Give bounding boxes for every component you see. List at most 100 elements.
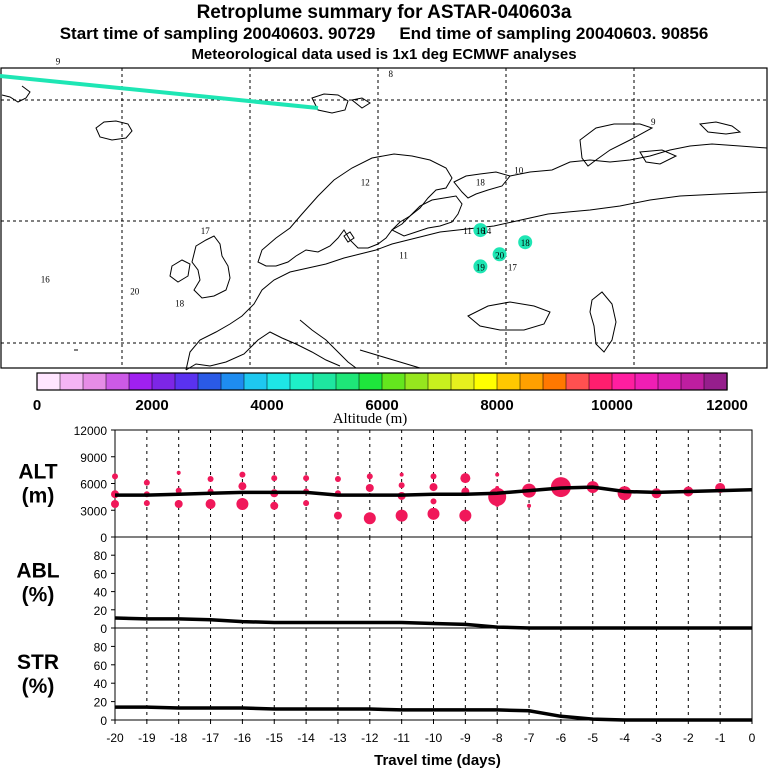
- x-tick-label: -9: [460, 731, 471, 745]
- x-axis-label: Travel time (days): [374, 752, 501, 768]
- x-tick-label: -11: [393, 731, 410, 745]
- y-tick-label: 60: [94, 659, 108, 673]
- sampling-times-line: Start time of sampling 20040603. 90729 En…: [0, 24, 768, 44]
- map-point-label: 16: [41, 275, 51, 285]
- plume-point: [205, 499, 216, 510]
- x-tick-label: -8: [492, 731, 503, 745]
- plume-trajectory-line: [0, 74, 319, 110]
- plume-point: [366, 473, 373, 480]
- colorbar-cell: [588, 372, 613, 391]
- map-panel: 9 8 9 12 10 18 17 16 11 14 18 11 20 19 17 16 20 18: [0, 57, 768, 371]
- plume-point: [175, 487, 182, 494]
- series-line-alt: [115, 485, 753, 497]
- map-marker-10: [518, 235, 533, 250]
- colorbar-tick-label: 12000: [706, 397, 748, 414]
- plume-point: [334, 476, 341, 483]
- end-time-label: End time of sampling 20040603. 90856: [399, 24, 709, 43]
- colorbar-cell: [496, 372, 521, 391]
- colorbar-cell: [404, 372, 429, 391]
- panel-alt: 0 3000 6000 9000 12000 ALT(m): [18, 424, 753, 545]
- plume-point: [239, 471, 246, 478]
- map-point-label: 12: [361, 178, 370, 188]
- plume-point: [174, 500, 183, 509]
- y-axis-unit: (m): [22, 485, 55, 508]
- colorbar-title: Altitude (m): [333, 411, 408, 427]
- plume-point: [395, 509, 408, 522]
- map-point-label: 18: [521, 238, 531, 248]
- plume-point: [236, 498, 249, 511]
- plume-point: [459, 509, 472, 522]
- colorbar-ticks: 0 2000 4000 6000 8000 10000 12000: [33, 397, 748, 414]
- x-tick-label: -5: [587, 731, 598, 745]
- y-tick-label: 80: [94, 549, 108, 563]
- map-point-label: 10: [514, 166, 524, 176]
- map-point-label: 19: [476, 262, 486, 272]
- altitude-colorbar: 0 2000 4000 6000 8000 10000 12000 Altitude (m): [33, 372, 748, 427]
- colorbar-cell: [634, 372, 659, 391]
- x-tick-label: -19: [138, 731, 156, 745]
- x-tick-label: -16: [234, 731, 252, 745]
- colorbar-cell: [565, 372, 590, 391]
- y-tick-label: 0: [100, 622, 107, 636]
- colorbar-cell: [473, 372, 498, 391]
- y-tick-label: 0: [100, 714, 107, 728]
- x-tick-label: -13: [329, 731, 347, 745]
- x-tick-label: -12: [361, 731, 379, 745]
- map-point-label: 20: [130, 287, 140, 297]
- colorbar-cell: [105, 372, 130, 391]
- plume-point: [303, 500, 310, 507]
- plume-point: [333, 511, 342, 520]
- plume-point: [527, 503, 532, 508]
- colorbar-frame: [36, 372, 728, 391]
- x-tick-label: -1: [715, 731, 726, 745]
- x-tick-label: -10: [425, 731, 443, 745]
- y-tick-label: 40: [94, 677, 108, 691]
- colorbar-cell: [427, 372, 452, 391]
- x-tick-label: -4: [619, 731, 630, 745]
- map-point-label: 17: [201, 226, 211, 236]
- map-marker-13: [473, 259, 488, 274]
- colorbar-cells: [36, 372, 728, 391]
- colorbar-tick-label: 4000: [250, 397, 283, 414]
- colorbar-cell: [611, 372, 636, 391]
- map-point-label: 8: [389, 69, 394, 79]
- colorbar-cell: [82, 372, 107, 391]
- plume-point: [176, 470, 181, 475]
- map-point-label: 9: [56, 57, 61, 67]
- colorbar-cell: [680, 372, 705, 391]
- colorbar-cell: [36, 372, 61, 391]
- plume-point: [460, 473, 471, 484]
- colorbar-cell: [381, 372, 406, 391]
- series-line-str: [115, 705, 752, 722]
- colorbar-cell: [151, 372, 176, 391]
- map-marker-7: [473, 223, 488, 238]
- colorbar-cell: [197, 372, 222, 391]
- plume-point: [495, 472, 500, 477]
- x-tick-label: -20: [106, 731, 124, 745]
- plume-point: [363, 512, 376, 525]
- x-tick-label: 0: [749, 731, 756, 745]
- y-axis-label: ABL: [16, 560, 59, 583]
- map-point-label: 9: [651, 117, 656, 127]
- map-point-label: 18: [175, 299, 185, 309]
- map-marker-12: [492, 247, 507, 262]
- map-point-label: 18: [476, 178, 486, 188]
- colorbar-cell: [450, 372, 475, 391]
- chart-title: Retroplume summary for ASTAR-040603a: [196, 2, 572, 23]
- map-point-label: 20: [495, 250, 505, 260]
- x-tick-label: -15: [266, 731, 284, 745]
- colorbar-tick-label: 10000: [591, 397, 633, 414]
- plume-point: [427, 507, 440, 520]
- y-tick-label: 12000: [74, 424, 108, 438]
- plume-point: [430, 473, 437, 480]
- plume-point: [207, 476, 214, 483]
- y-tick-label: 40: [94, 586, 108, 600]
- plume-point: [238, 482, 247, 491]
- colorbar-cell: [243, 372, 268, 391]
- map-coastlines: [1, 85, 768, 371]
- x-tick-label: -6: [556, 731, 567, 745]
- map-point-label: 11: [463, 226, 472, 236]
- panel-abl: 0 20 40 60 80 ABL(%): [16, 536, 753, 636]
- plume-point: [143, 500, 150, 507]
